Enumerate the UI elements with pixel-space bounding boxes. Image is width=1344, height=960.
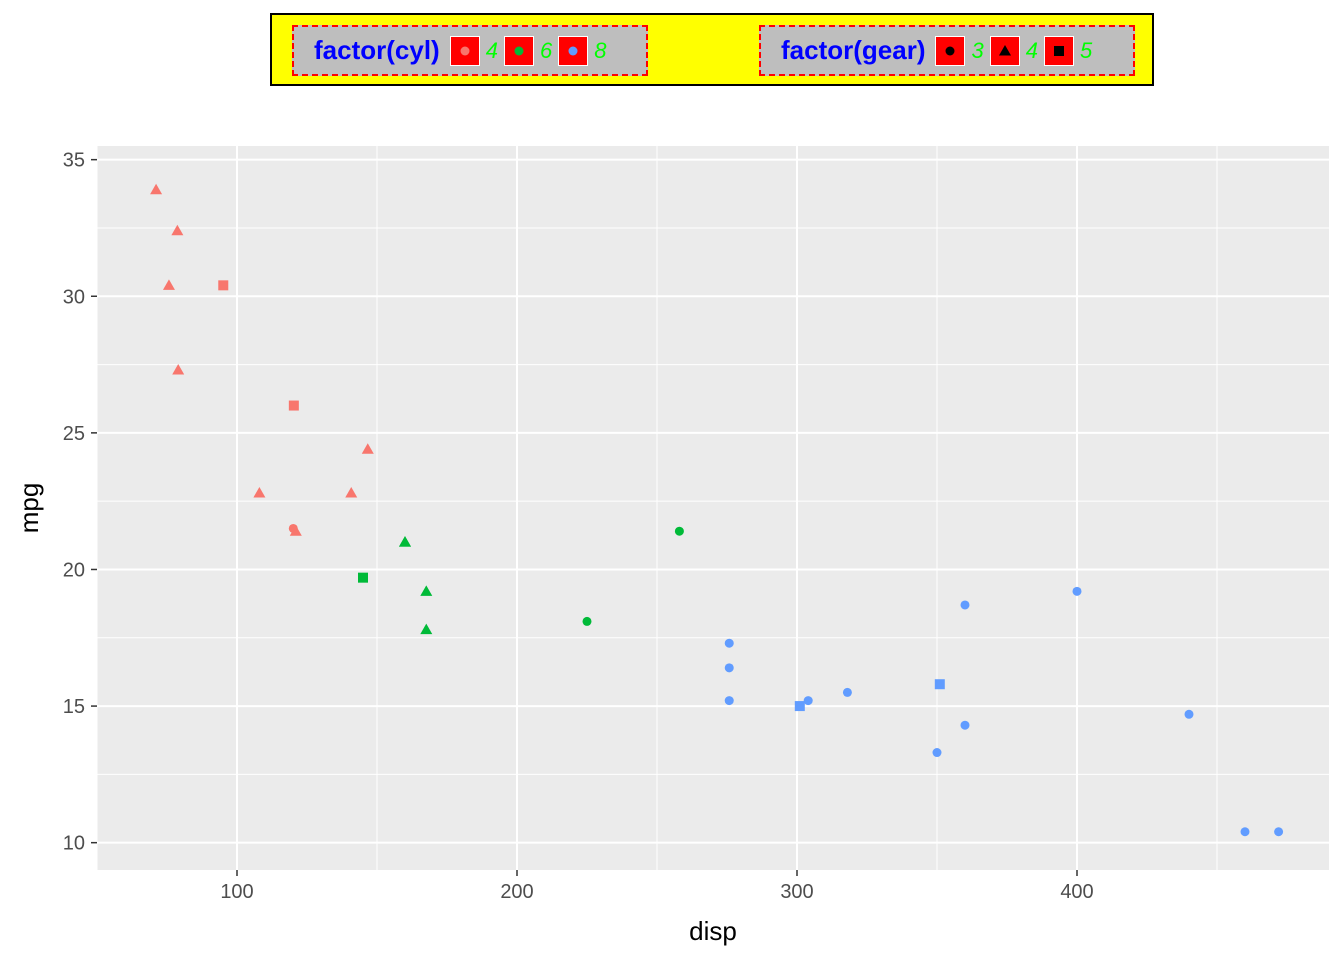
y-tick-label: 35 bbox=[63, 150, 85, 172]
legend-gear-title: factor(gear) bbox=[781, 35, 926, 65]
legend-gear-label: 3 bbox=[971, 37, 984, 63]
legend-gear-key bbox=[1043, 35, 1074, 66]
x-axis-title: disp bbox=[689, 916, 737, 946]
legend-cyl: factor(cyl) 4 6 8 bbox=[292, 25, 648, 76]
y-tick-label: 20 bbox=[63, 559, 85, 581]
data-point bbox=[842, 687, 852, 697]
data-point bbox=[172, 364, 185, 375]
data-point bbox=[1072, 586, 1082, 596]
x-tick-label: 200 bbox=[500, 881, 533, 903]
legend-gear: factor(gear) 3 4 5 bbox=[759, 25, 1135, 76]
legend-gear-key bbox=[935, 35, 966, 66]
data-point bbox=[674, 526, 684, 536]
data-point bbox=[803, 696, 813, 706]
data-point bbox=[399, 536, 411, 547]
data-point bbox=[794, 701, 805, 712]
legend-cyl-title: factor(cyl) bbox=[314, 35, 440, 65]
legend-cyl-key bbox=[558, 35, 589, 66]
y-tick-label: 15 bbox=[63, 696, 85, 718]
data-point bbox=[1274, 827, 1284, 837]
data-point bbox=[724, 638, 734, 648]
legend-gear-label: 4 bbox=[1025, 37, 1038, 63]
data-point bbox=[934, 679, 945, 690]
x-tick-label: 400 bbox=[1060, 881, 1093, 903]
data-point bbox=[218, 280, 229, 291]
data-point bbox=[420, 623, 433, 635]
circle-icon bbox=[514, 46, 524, 55]
data-point bbox=[358, 572, 368, 583]
data-point bbox=[1240, 827, 1250, 837]
legend-gear-key bbox=[989, 35, 1020, 66]
data-point bbox=[724, 663, 734, 673]
legend-cyl-key bbox=[503, 35, 534, 66]
y-tick-label: 30 bbox=[63, 286, 85, 308]
x-tick-label: 300 bbox=[780, 881, 813, 903]
data-point bbox=[932, 748, 942, 758]
triangle-icon bbox=[998, 44, 1011, 55]
data-point bbox=[345, 486, 358, 498]
y-tick-label: 10 bbox=[63, 833, 85, 855]
legend-cyl-label: 6 bbox=[539, 37, 553, 63]
y-axis-title: mpg bbox=[14, 483, 44, 534]
legend-gear-label: 5 bbox=[1079, 37, 1093, 63]
circle-icon bbox=[568, 46, 578, 55]
data-point bbox=[289, 525, 302, 536]
y-tick-label: 25 bbox=[63, 423, 85, 445]
square-icon bbox=[1053, 45, 1064, 56]
data-point bbox=[253, 486, 266, 498]
data-point bbox=[582, 616, 592, 626]
data-point bbox=[162, 279, 175, 290]
data-point bbox=[724, 696, 734, 706]
legend-container: factor(cyl) 4 6 8 factor(gear) 3 4 5 bbox=[270, 13, 1154, 86]
plot-panel bbox=[97, 146, 1329, 870]
legend-cyl-key bbox=[449, 35, 480, 66]
data-point bbox=[960, 720, 970, 730]
legend-cyl-label: 8 bbox=[594, 37, 607, 63]
circle-icon bbox=[460, 46, 470, 55]
data-point bbox=[171, 224, 184, 236]
data-point bbox=[420, 585, 433, 596]
legend-cyl-label: 4 bbox=[485, 37, 498, 63]
data-point bbox=[1184, 709, 1194, 719]
data-point bbox=[150, 183, 163, 195]
data-point bbox=[288, 400, 299, 411]
x-tick-label: 100 bbox=[220, 881, 253, 903]
data-point bbox=[960, 600, 970, 610]
data-point bbox=[361, 443, 374, 454]
circle-icon bbox=[945, 46, 955, 55]
